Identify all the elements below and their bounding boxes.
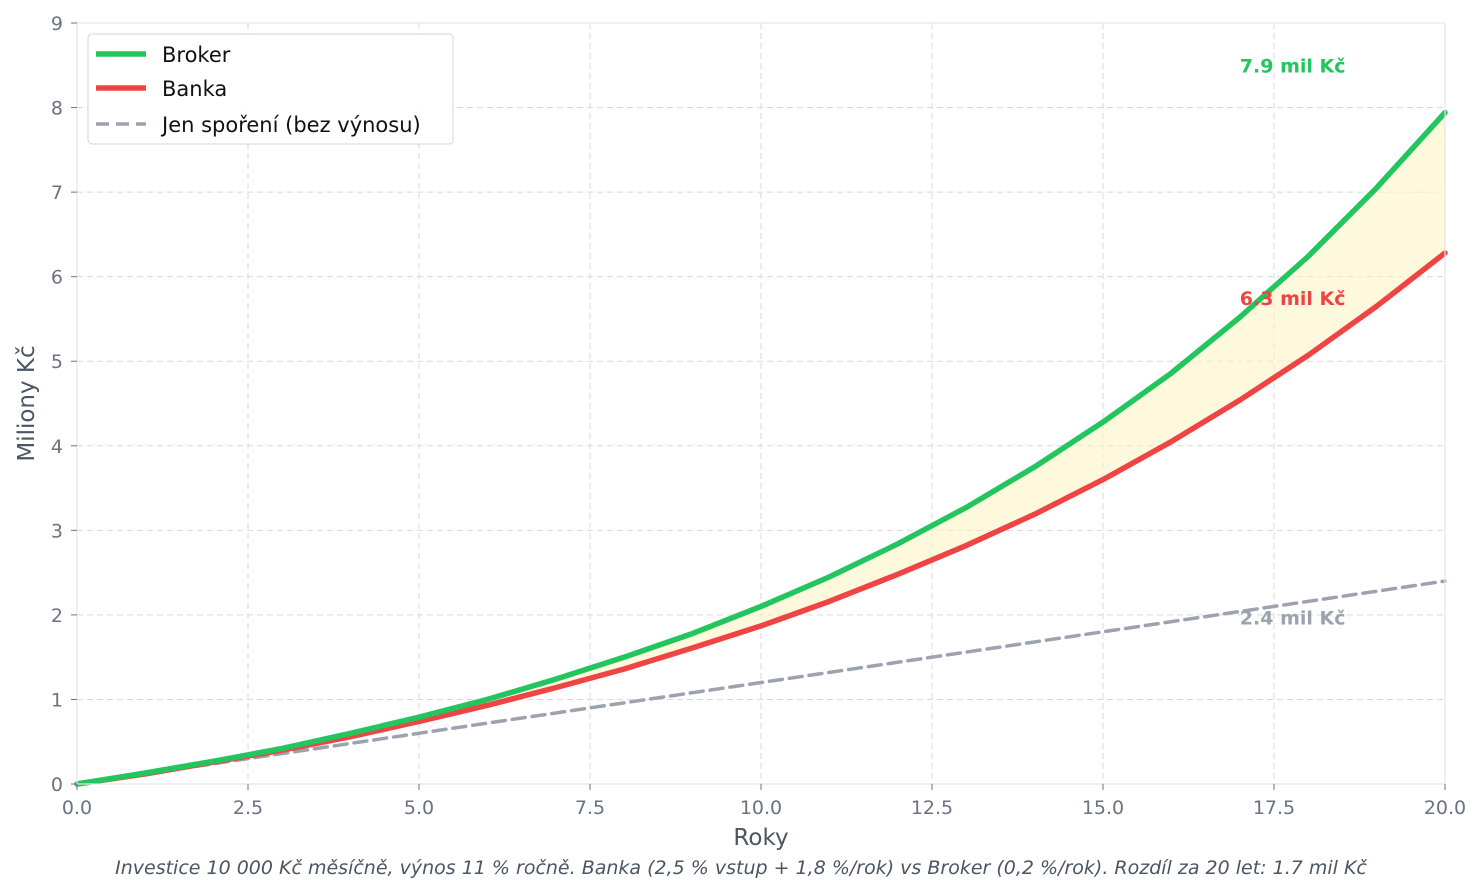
y-axis-label: Miliony Kč <box>14 345 40 461</box>
y-tick-label: 6 <box>51 267 63 289</box>
y-tick-label: 5 <box>51 351 63 373</box>
y-tick-label: 9 <box>51 13 63 35</box>
legend: Broker Banka Jen spoření (bez výnosu) <box>87 33 454 145</box>
x-tick-label: 7.5 <box>575 797 605 819</box>
end-value-label: 6.3 mil Kč <box>1240 288 1346 310</box>
x-tick-label: 2.5 <box>233 797 263 819</box>
series-line-broker <box>74 109 1448 787</box>
x-tick-label: 20.0 <box>1424 797 1466 819</box>
y-tick-label: 1 <box>51 689 63 711</box>
end-value-label: 2.4 mil Kč <box>1240 607 1346 629</box>
y-tick-label: 4 <box>51 436 63 458</box>
y-tick-label: 8 <box>51 98 63 120</box>
chart-caption: Investice 10 000 Kč měsíčně, výnos 11 % … <box>115 857 1367 879</box>
x-axis-label: Roky <box>733 825 788 851</box>
legend-label-banka: Banka <box>162 77 227 101</box>
y-tick-label: 2 <box>51 605 63 627</box>
x-tick-label: 15.0 <box>1082 797 1124 819</box>
end-value-labels: 7.9 mil Kč 6.3 mil Kč 2.4 mil Kč <box>1240 55 1346 629</box>
x-tick-label: 0.0 <box>62 797 92 819</box>
y-tick-label: 3 <box>51 520 63 542</box>
x-tick-label: 5.0 <box>404 797 434 819</box>
end-value-label: 7.9 mil Kč <box>1240 55 1346 77</box>
x-tick-label: 17.5 <box>1253 797 1295 819</box>
series-lines <box>74 109 1448 787</box>
x-tick-label: 10.0 <box>740 797 782 819</box>
legend-label-savings: Jen spoření (bez výnosu) <box>160 113 421 137</box>
legend-box <box>87 33 454 145</box>
x-tick-label: 12.5 <box>911 797 953 819</box>
series-line-savings <box>75 579 1447 786</box>
axis-ticks: 0.0 2.5 5.0 7.5 10.0 12.5 15.0 17.5 20.0 0 1 2 3 4 5 6 7… <box>51 13 1466 819</box>
legend-label-broker: Broker <box>162 43 231 67</box>
y-tick-label: 7 <box>51 182 63 204</box>
y-tick-label: 0 <box>51 774 63 796</box>
